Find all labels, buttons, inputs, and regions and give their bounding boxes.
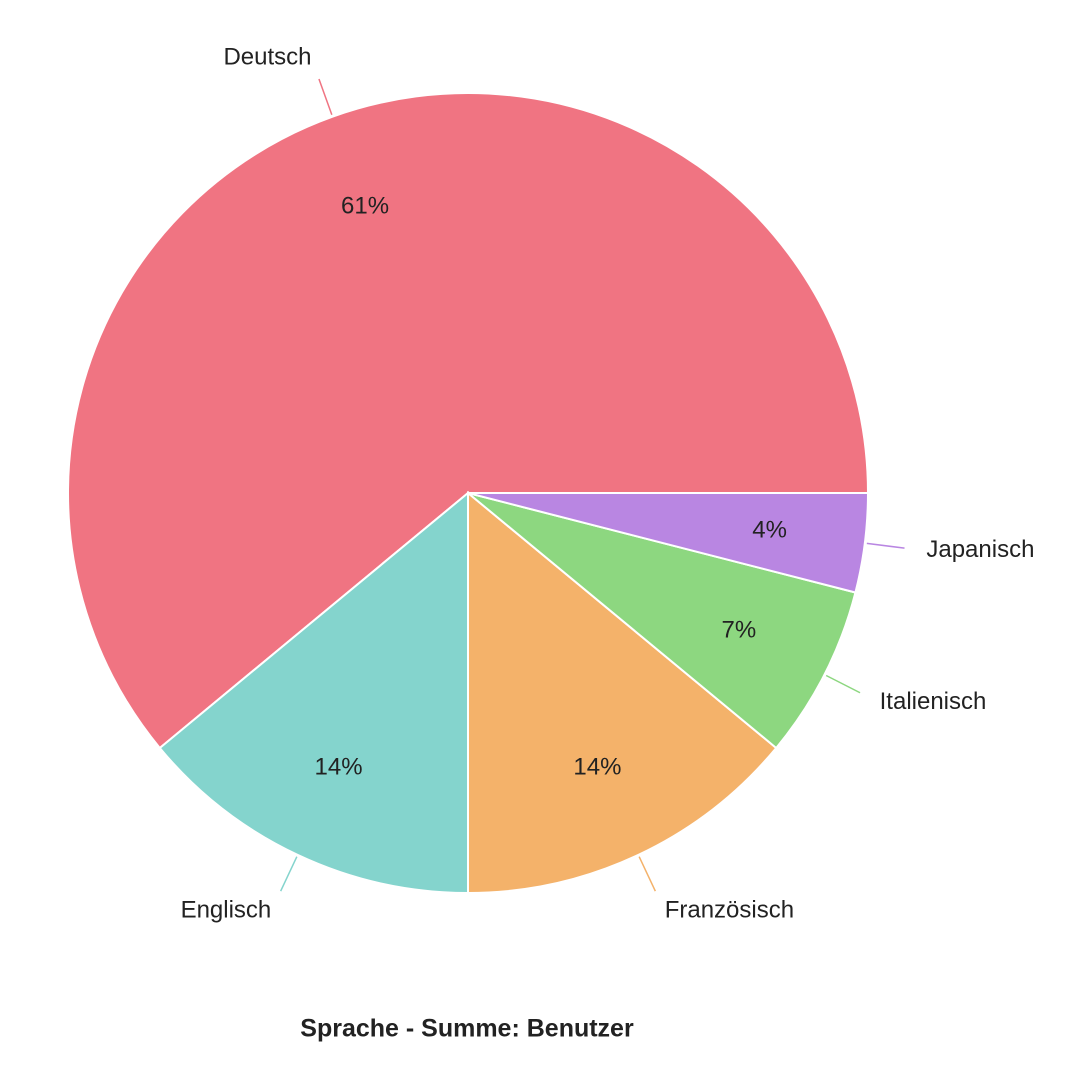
pie-slice [158,490,469,895]
pie-slice [467,490,778,895]
leader-line [866,542,905,549]
slice-percent-label: 61% [341,192,389,219]
slice-percent-label: 7% [722,616,757,643]
chart-title: Sprache - Summe: Benutzer [300,1015,634,1043]
slice-percent-label: 14% [315,753,363,780]
slice-percent-label: 14% [573,753,621,780]
slice-percent-label: 4% [752,516,787,543]
pie-slice [67,92,870,750]
pie-slice [467,492,870,594]
leader-line [279,856,298,892]
slice-category-label: Japanisch [926,536,1034,563]
slice-category-label: Französisch [665,896,794,923]
slice-category-label: Deutsch [223,44,311,71]
slice-category-label: Englisch [181,896,272,923]
leader-line [638,856,657,892]
pie-slice [467,492,857,750]
leader-line [825,674,861,694]
slice-category-label: Italienisch [880,688,987,715]
leader-line [318,78,333,116]
